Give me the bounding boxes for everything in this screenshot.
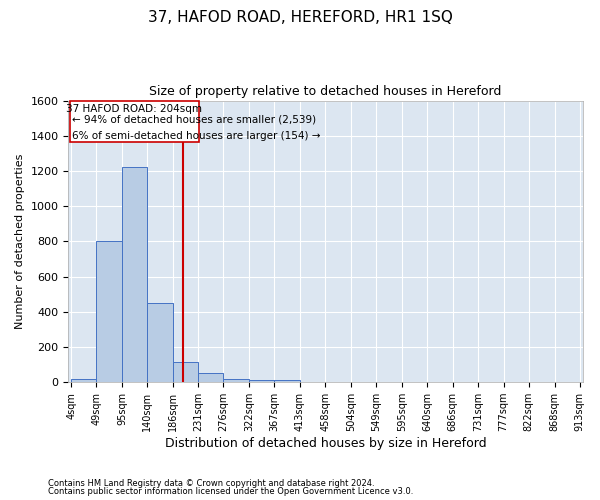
Text: 37, HAFOD ROAD, HEREFORD, HR1 1SQ: 37, HAFOD ROAD, HEREFORD, HR1 1SQ [148,10,452,25]
Title: Size of property relative to detached houses in Hereford: Size of property relative to detached ho… [149,85,502,98]
Text: 37 HAFOD ROAD: 204sqm: 37 HAFOD ROAD: 204sqm [67,104,202,114]
Bar [71,378,97,382]
Bar [274,380,300,382]
Text: ← 94% of detached houses are smaller (2,539): ← 94% of detached houses are smaller (2,… [72,114,316,124]
Bar [147,303,173,382]
Bar [223,378,249,382]
Text: 6% of semi-detached houses are larger (154) →: 6% of semi-detached houses are larger (1… [72,130,320,140]
Text: Contains public sector information licensed under the Open Government Licence v3: Contains public sector information licen… [48,487,413,496]
Bar [173,362,198,382]
Bar [97,242,122,382]
Y-axis label: Number of detached properties: Number of detached properties [15,154,25,329]
Bar [198,374,223,382]
Bar [122,168,147,382]
X-axis label: Distribution of detached houses by size in Hereford: Distribution of detached houses by size … [164,437,486,450]
Bar [249,380,274,382]
Text: Contains HM Land Registry data © Crown copyright and database right 2024.: Contains HM Land Registry data © Crown c… [48,478,374,488]
FancyBboxPatch shape [70,100,199,142]
